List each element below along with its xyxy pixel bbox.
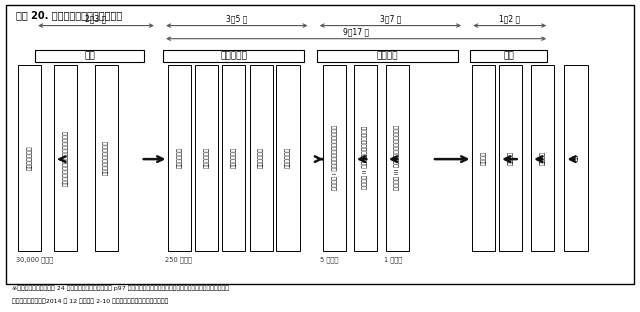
Text: 審査: 審査: [504, 52, 514, 61]
Bar: [163, 50, 304, 62]
Bar: [6, 5, 634, 284]
Text: 一般薬理研究: 一般薬理研究: [231, 147, 236, 168]
Bar: [195, 65, 218, 251]
Text: 250 化合物: 250 化合物: [165, 257, 192, 263]
Bar: [323, 65, 346, 251]
Text: 薬事承認: 薬事承認: [508, 151, 513, 165]
Bar: [250, 65, 273, 251]
Text: 候補物質の選択（スクリーニング）: 候補物質の選択（スクリーニング）: [63, 130, 68, 186]
Bar: [317, 50, 458, 62]
Text: 創薬: 創薬: [84, 52, 95, 61]
Bar: [531, 65, 554, 251]
Text: 販売: 販売: [573, 154, 579, 161]
Text: 薬物動態研究: 薬物動態研究: [204, 147, 209, 168]
Bar: [54, 65, 77, 251]
Text: 承認申請: 承認申請: [481, 151, 486, 165]
Text: フェーズ I 試験（少数の健康人が対象）: フェーズ I 試験（少数の健康人が対象）: [332, 125, 337, 190]
Text: 前臨床試験: 前臨床試験: [220, 52, 247, 61]
Text: 1 化合物: 1 化合物: [384, 257, 403, 263]
Text: ※「厚生労働白書（平成 24 年版）」（厚生労働省）の p97 の図をもとにして、化合物の数は「明解医薬品業界」漆原良: ※「厚生労働白書（平成 24 年版）」（厚生労働省）の p97 の図をもとにして…: [12, 285, 228, 291]
Text: 薬価収載: 薬価収載: [540, 151, 545, 165]
Text: フェーズ II 試験（少数の患者が対象）: フェーズ II 試験（少数の患者が対象）: [363, 126, 368, 189]
Text: 物理化学的性状の研究: 物理化学的性状の研究: [104, 140, 109, 175]
Bar: [18, 65, 41, 251]
Text: 30,000 化合物: 30,000 化合物: [16, 257, 53, 263]
Bar: [499, 65, 522, 251]
Text: ー（医薬経済社，2014 年 12 月）図表 2-10 を参考にするなどして、筆者作成: ー（医薬経済社，2014 年 12 月）図表 2-10 を参考にするなどして、筆…: [12, 298, 168, 304]
Bar: [564, 65, 588, 251]
Text: 5 化合物: 5 化合物: [320, 257, 339, 263]
Text: 一般毒性研究: 一般毒性研究: [177, 147, 182, 168]
Bar: [470, 50, 547, 62]
Text: 図表 20. 新薬開発の過程および期間: 図表 20. 新薬開発の過程および期間: [16, 10, 122, 20]
Text: 臨床試験: 臨床試験: [376, 52, 398, 61]
Bar: [472, 65, 495, 251]
Bar: [35, 50, 144, 62]
Text: 2～3 年: 2～3 年: [85, 14, 107, 23]
Text: 新規物質の創製: 新規物質の創製: [27, 146, 32, 170]
Bar: [354, 65, 377, 251]
Bar: [222, 65, 245, 251]
Bar: [276, 65, 300, 251]
Text: 3～5 年: 3～5 年: [226, 14, 248, 23]
Bar: [168, 65, 191, 251]
Bar: [386, 65, 409, 251]
Bar: [95, 65, 118, 251]
Text: 1～2 年: 1～2 年: [499, 14, 520, 23]
Text: フェーズ III 試験（多数の患者が対象）: フェーズ III 試験（多数の患者が対象）: [395, 125, 400, 190]
Text: 3～7 年: 3～7 年: [380, 14, 401, 23]
Text: 9～17 年: 9～17 年: [343, 27, 369, 36]
Text: 薬効薬理研究: 薬効薬理研究: [259, 147, 264, 168]
Text: 特殊毒性研究: 特殊毒性研究: [285, 147, 291, 168]
